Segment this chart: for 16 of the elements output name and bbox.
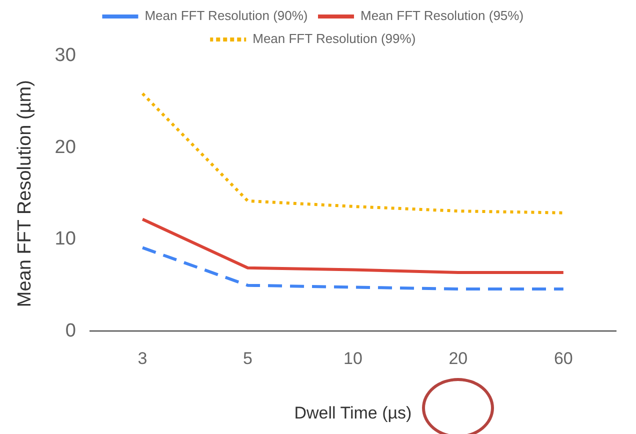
y-axis-title: Mean FFT Resolution (µm) bbox=[14, 80, 36, 308]
y-tick-label: 30 bbox=[54, 45, 76, 66]
x-tick-label: 60 bbox=[554, 349, 573, 368]
y-tick-label: 0 bbox=[65, 320, 76, 342]
x-axis-title: Dwell Time (µs) bbox=[294, 403, 412, 422]
legend-label: Mean FFT Resolution (90%) bbox=[144, 8, 308, 24]
y-tick-label: 10 bbox=[54, 228, 76, 250]
line-series bbox=[141, 246, 565, 291]
legend-label: Mean FFT Resolution (99%) bbox=[252, 31, 416, 46]
x-tick-label: 5 bbox=[243, 349, 252, 368]
y-tick-label: 20 bbox=[54, 136, 76, 158]
x-tick-label: 20 bbox=[448, 349, 468, 368]
x-tick-label: 3 bbox=[138, 349, 148, 368]
x-tick-label: 10 bbox=[344, 349, 362, 368]
line-series bbox=[141, 92, 565, 214]
legend-label: Mean FFT Resolution (95%) bbox=[360, 8, 524, 24]
